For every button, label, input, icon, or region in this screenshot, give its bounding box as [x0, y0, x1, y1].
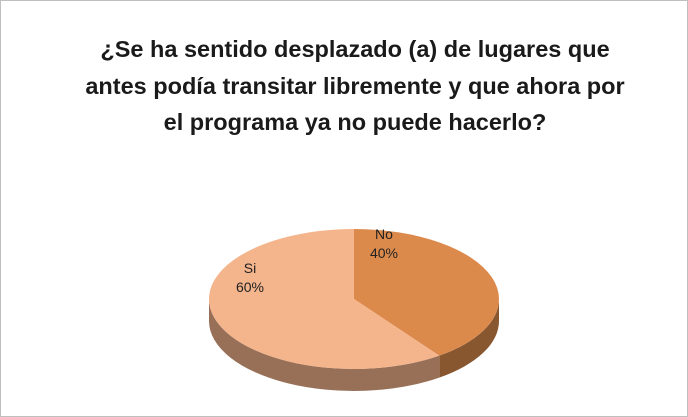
slice-side [439, 299, 499, 378]
slice-category-label: No [375, 226, 393, 242]
slice-category-label: Si [244, 260, 256, 276]
slice-value-label: 60% [236, 279, 264, 295]
slice [354, 229, 499, 356]
slice [208, 228, 440, 369]
slice-value-label: 40% [370, 245, 398, 261]
chart-title: ¿Se ha sentido desplazado (a) de lugares… [85, 36, 625, 135]
slice-side [209, 299, 440, 391]
